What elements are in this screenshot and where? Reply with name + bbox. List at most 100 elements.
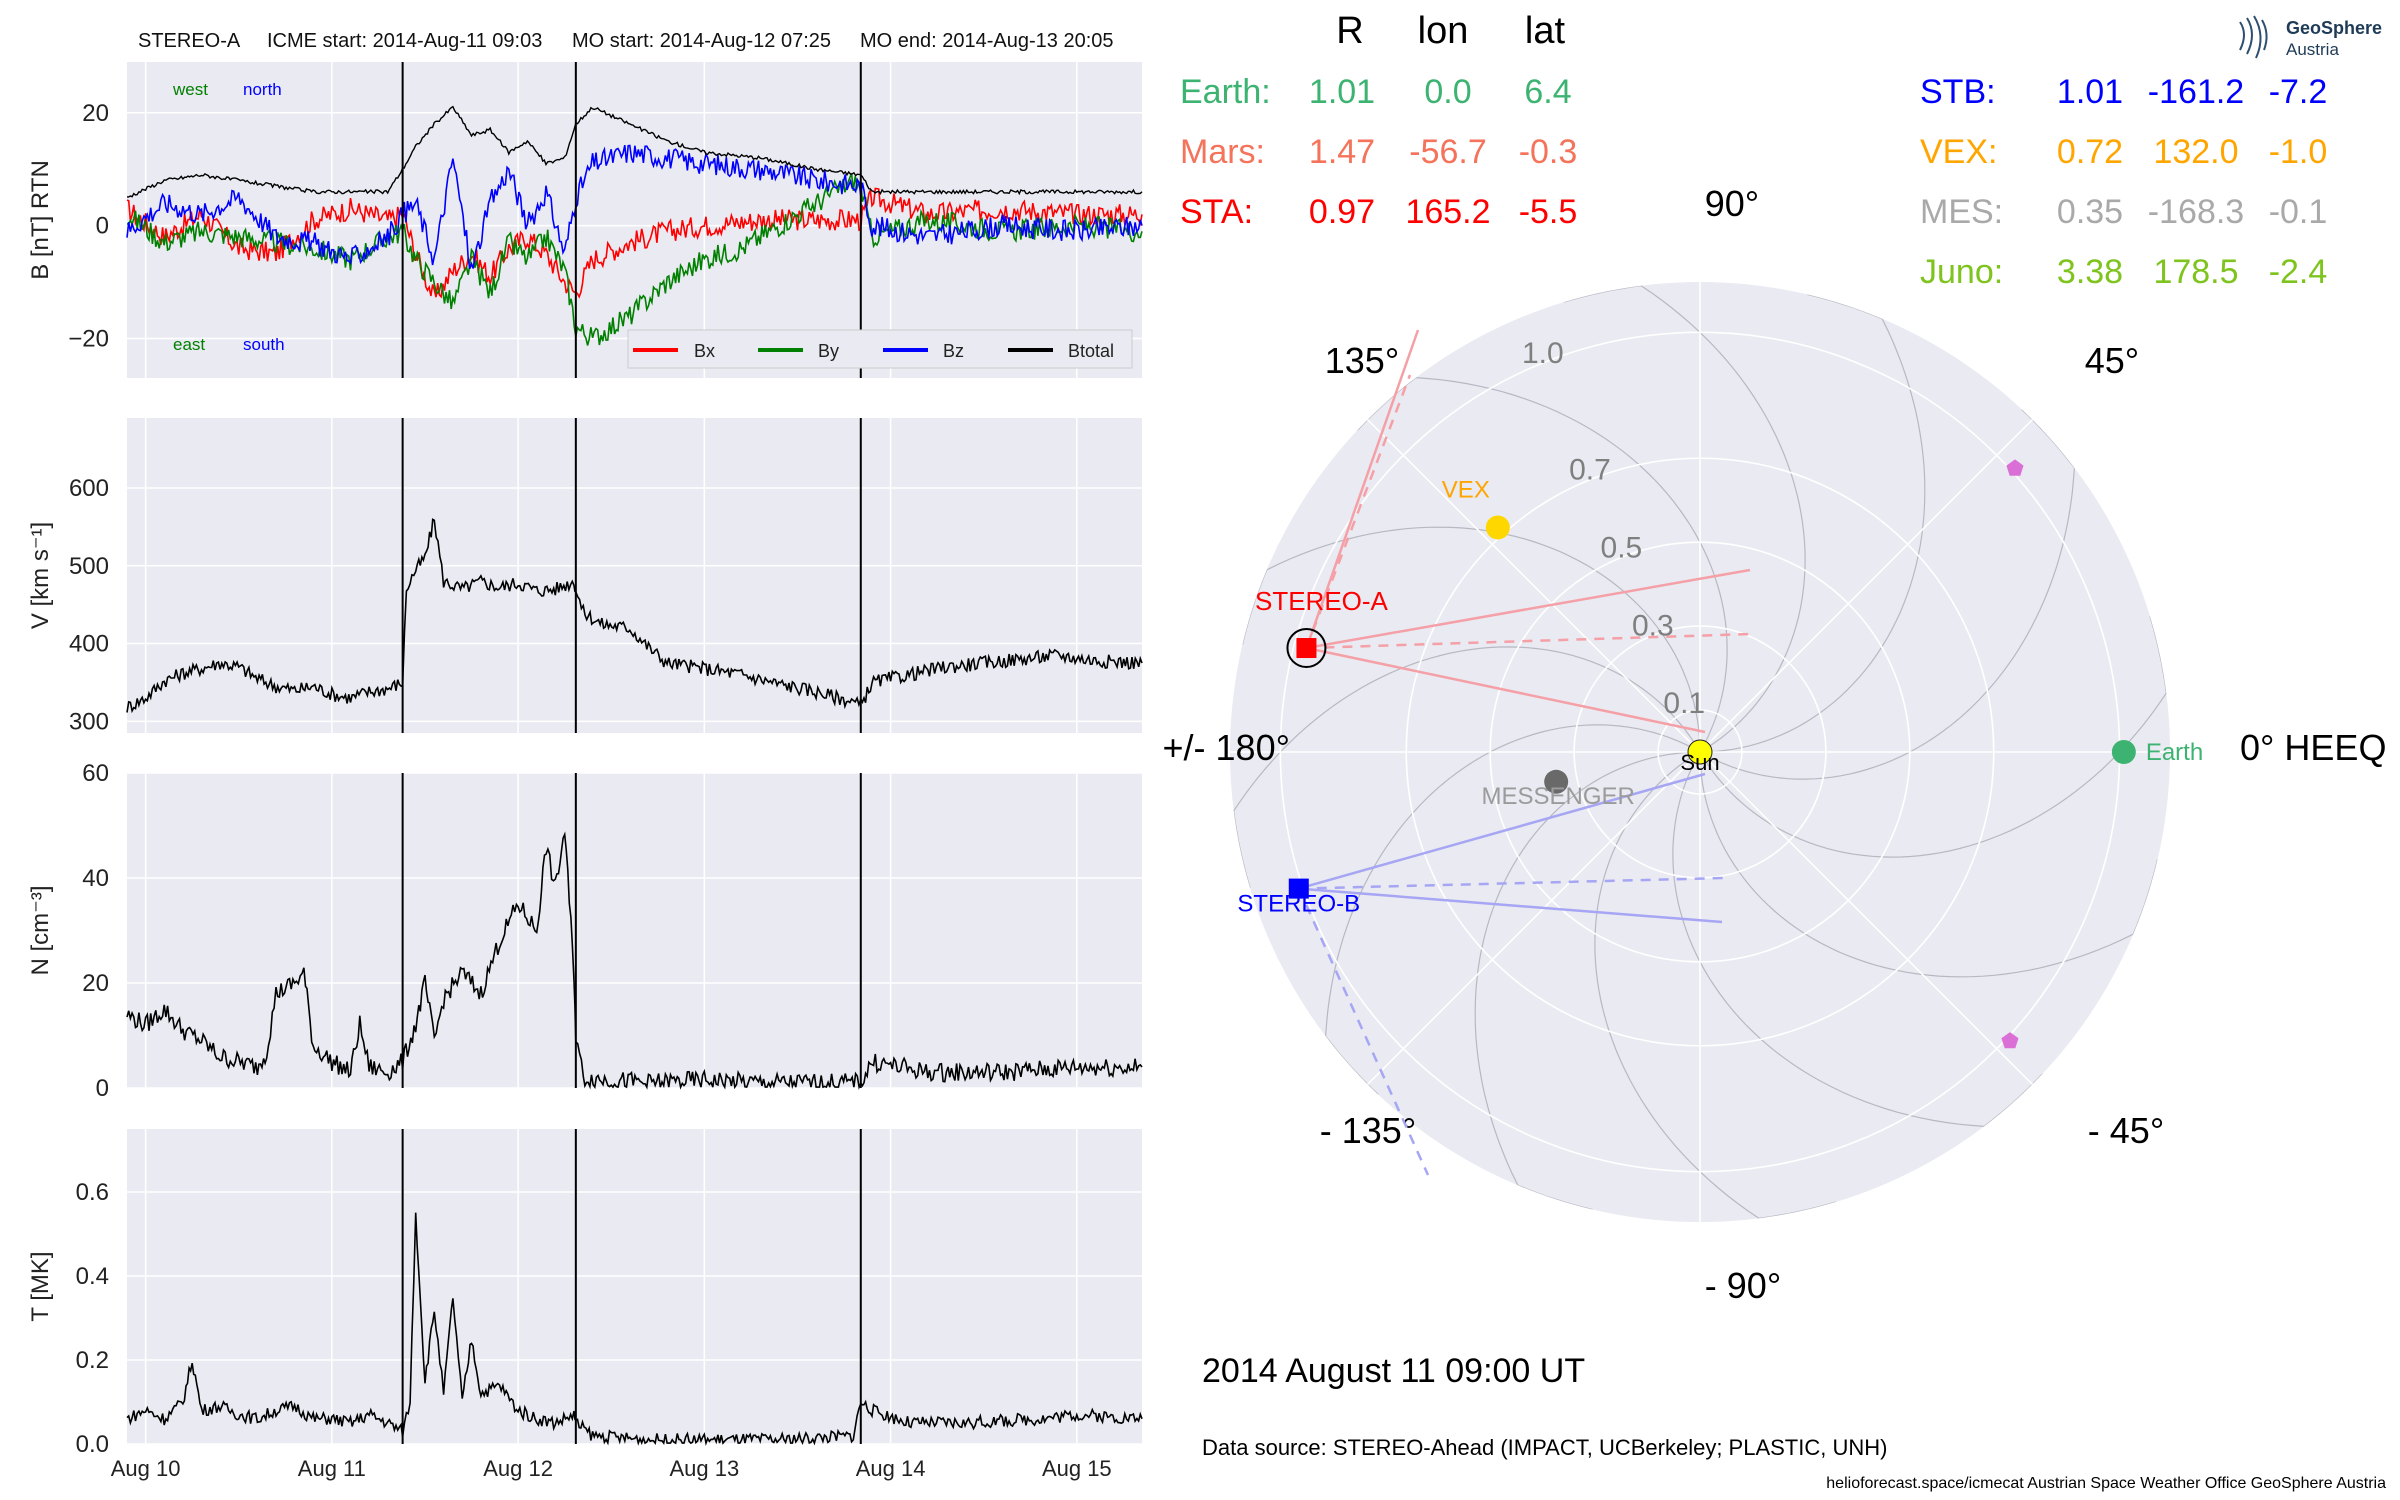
parker-spirals	[1233, 285, 2167, 1219]
table-row-mes: MES: 0.35 -168.3 -0.1	[1920, 193, 2327, 231]
logo-icon	[2239, 15, 2268, 59]
table-cell-lon: -161.2	[2148, 73, 2244, 111]
series-line-t	[126, 1212, 1143, 1447]
table-cell-lon: -168.3	[2148, 193, 2244, 231]
plot-area	[127, 1129, 1142, 1444]
y-axis-label: N [cm⁻³]	[27, 886, 54, 976]
stereo-a-highlight-ring	[1286, 628, 1327, 669]
y-tick-label: 0	[96, 213, 109, 240]
y-tick-label: 0.6	[76, 1179, 109, 1206]
table-cell-lon: -56.7	[1409, 133, 1487, 171]
y-axis-label: V [km s⁻¹]	[27, 522, 54, 629]
table-cell-lat: -7.2	[2269, 73, 2328, 111]
angle-label: 90°	[1705, 183, 1759, 224]
mo-start-label: MO start: 2014-Aug-12 07:25	[572, 30, 831, 52]
table-cell-lat: -1.0	[2269, 133, 2328, 171]
annotation-south: south	[243, 335, 285, 354]
angle-label: - 45°	[2088, 1110, 2164, 1151]
earth-label: Earth	[2146, 739, 2203, 766]
y-tick-label: 0.4	[76, 1263, 109, 1290]
table-row-juno: Juno: 3.38 178.5 -2.4	[1920, 253, 2327, 291]
y-tick-label: 60	[82, 760, 109, 787]
table-cell-r: 1.01	[2057, 73, 2123, 111]
parker-spiral-line	[1564, 285, 1806, 749]
table-cell-r: 3.38	[2057, 253, 2123, 291]
table-cell-lat: -0.1	[2269, 193, 2328, 231]
angle-label: 135°	[1325, 340, 1399, 381]
stereo-b-marker	[1288, 878, 1309, 899]
sun-label: Sun	[1680, 750, 1719, 775]
parker-spiral-line	[1708, 293, 1926, 753]
stb-field-line	[1298, 887, 1723, 924]
table-header-r: R	[1336, 10, 1363, 52]
y-tick-label: 600	[69, 475, 109, 502]
sta-outer-line	[1305, 329, 1420, 649]
parker-spiral-line	[1707, 408, 2076, 780]
vex-label: VEX	[1442, 476, 1490, 503]
stb-field-line	[1298, 772, 1706, 890]
angular-gridline	[1367, 419, 1701, 753]
series-line-n	[126, 831, 1143, 1090]
table-cell-name: MES:	[1920, 193, 2003, 231]
radial-label: 1.0	[1522, 337, 1564, 370]
angle-label: - 90°	[1705, 1265, 1781, 1306]
sun-marker	[1687, 739, 1713, 765]
table-header-lon: lon	[1418, 10, 1469, 52]
parker-spiral-line	[1703, 616, 2167, 858]
table-cell-name: STA:	[1180, 193, 1253, 231]
earth-marker	[2111, 740, 2136, 764]
angular-gridline	[1699, 751, 2033, 1085]
b-legend: Bx By Bz Btotal	[627, 329, 1133, 369]
logo-text-line2: Austria	[2286, 40, 2339, 59]
y-tick-label: 500	[69, 553, 109, 580]
table-row-stb: STB: 1.01 -161.2 -7.2	[1920, 73, 2327, 111]
stereo-b-label: STEREO-B	[1237, 891, 1360, 918]
y-tick-label: −20	[68, 326, 109, 353]
sta-field-line-dashed	[1306, 632, 1753, 650]
table-cell-r: 0.35	[2057, 193, 2123, 231]
table-cell-r: 1.47	[1309, 133, 1375, 171]
parker-spiral-line	[1699, 760, 2159, 978]
legend-label-by: By	[818, 341, 839, 361]
mo-end-label: MO end: 2014-Aug-13 20:05	[860, 30, 1114, 52]
table-cell-lon: 132.0	[2153, 133, 2238, 171]
annotation-west: west	[172, 80, 208, 99]
series-line-bz	[126, 144, 1143, 270]
x-tick-label: Aug 14	[856, 1456, 926, 1481]
angular-gridline	[1367, 751, 1701, 1085]
legend-label-bx: Bx	[694, 341, 715, 361]
parker-spiral-line	[1672, 759, 2044, 1128]
radial-label: 0.7	[1569, 454, 1611, 487]
x-tick-label: Aug 10	[111, 1456, 181, 1481]
y-tick-label: 20	[82, 970, 109, 997]
planet-marker	[2001, 1032, 2019, 1049]
sta-outer-line-dashed	[1305, 374, 1412, 649]
series-line-bx	[126, 187, 1143, 299]
angle-label: +/- 180°	[1163, 727, 1290, 768]
parker-spiral-line	[1356, 376, 1728, 745]
table-row-earth: Earth: 1.01 0.0 6.4	[1180, 73, 1572, 111]
table-row-vex: VEX: 0.72 132.0 -1.0	[1920, 133, 2327, 171]
stereo-a-marker	[1296, 638, 1317, 659]
x-tick-label: Aug 11	[298, 1456, 366, 1481]
y-tick-label: 0	[96, 1075, 109, 1102]
table-cell-lat: -2.4	[2269, 253, 2328, 291]
table-row-sta: STA: 0.97 165.2 -5.5	[1180, 193, 1577, 231]
positions-table: R lon lat Earth: 1.01 0.0 6.4 Mars: 1.47 -56.7…	[1180, 10, 2327, 291]
messenger-label: MESSENGER	[1481, 783, 1634, 810]
parker-spiral-line	[1233, 646, 1697, 888]
data-source-label: Data source: STEREO-Ahead (IMPACT, UCBer…	[1202, 1435, 1887, 1460]
x-tick-label: Aug 13	[669, 1456, 739, 1481]
parker-spiral-line	[1241, 526, 1701, 744]
stereo-a-label: STEREO-A	[1255, 586, 1389, 616]
plot-date-label: 2014 August 11 09:00 UT	[1202, 1352, 1585, 1390]
series-line-v	[126, 518, 1143, 714]
plot-area	[127, 62, 1142, 378]
angular-gridline	[1699, 419, 2033, 753]
geosphere-logo: GeoSphere Austria	[2239, 15, 2382, 59]
angle-label: 0° HEEQ	[2240, 727, 2386, 768]
annotation-east: east	[173, 335, 205, 354]
table-cell-lat: -5.5	[1519, 193, 1578, 231]
